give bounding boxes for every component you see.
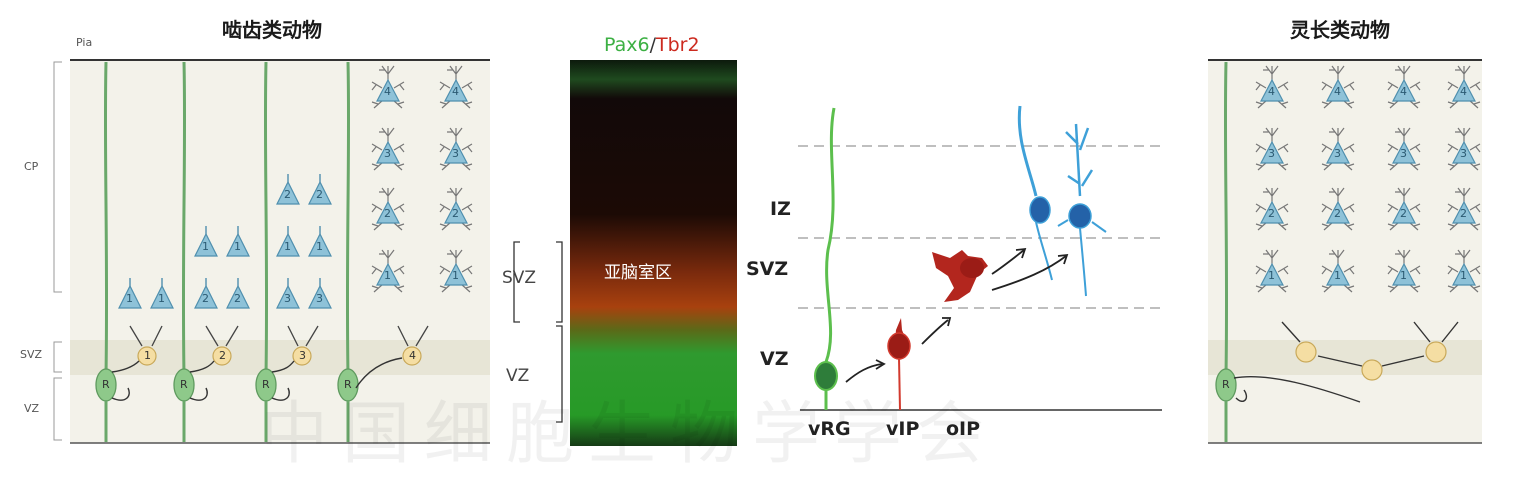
layer-number: 3 (1400, 147, 1407, 160)
layer-number: 3 (452, 147, 459, 160)
primate-panel (1208, 59, 1482, 444)
layer-number: 4 (452, 85, 459, 98)
stain-green-label: Pax6 (604, 34, 650, 56)
layer-number: 3 (1268, 147, 1275, 160)
neuron-birth-number: 2 (202, 292, 209, 305)
layer-number: 3 (1334, 147, 1341, 160)
rodent-title: 啮齿类动物 (222, 18, 322, 42)
layer-number: 2 (1334, 207, 1341, 220)
schematic-zone-svz: SVZ (746, 258, 789, 280)
layer-number: 1 (384, 269, 391, 282)
neuron-birth-number: 1 (284, 240, 291, 253)
layer-number: 2 (452, 207, 459, 220)
neuron-birth-number: 3 (284, 292, 291, 305)
cell-label-vrg: vRG (808, 418, 851, 440)
watermark: 中国细胞生物学学会 (260, 395, 999, 474)
stain-separator: / (649, 34, 656, 56)
layer-number: 2 (1400, 207, 1407, 220)
schematic-zone-vz: VZ (760, 348, 789, 370)
rodent-panel (53, 59, 490, 444)
ip-number: 2 (219, 349, 226, 362)
lineage-schematic (798, 105, 1165, 411)
layer-number: 1 (452, 269, 459, 282)
neuron-birth-number: 2 (284, 188, 291, 201)
layer-number: 3 (384, 147, 391, 160)
zone-label-svz: SVZ (20, 348, 43, 361)
layer-number: 4 (384, 85, 391, 98)
radial-glia-label: R (102, 378, 110, 391)
primate-title: 灵长类动物 (1290, 18, 1390, 42)
neuron-birth-number: 1 (158, 292, 165, 305)
layer-number: 1 (1460, 269, 1467, 282)
layer-number: 4 (1334, 85, 1341, 98)
micrograph-center-label: 亚脑室区 (604, 263, 672, 283)
layer-number: 4 (1400, 85, 1407, 98)
micrograph-zone-vz: VZ (506, 366, 530, 386)
neuron-birth-number: 1 (316, 240, 323, 253)
ip-number: 3 (299, 349, 306, 362)
layer-number: 1 (1400, 269, 1407, 282)
layer-number: 4 (1268, 85, 1275, 98)
ip-number: 4 (409, 349, 416, 362)
radial-glia-label: R (180, 378, 188, 391)
neuron-birth-number: 1 (202, 240, 209, 253)
layer-number: 4 (1460, 85, 1467, 98)
layer-number: 1 (1334, 269, 1341, 282)
layer-number: 2 (384, 207, 391, 220)
zone-label-cp: CP (24, 160, 39, 173)
neuron-birth-number: 2 (234, 292, 241, 305)
radial-glia-label: R (262, 378, 270, 391)
schematic-zone-iz: IZ (770, 198, 791, 220)
neuron-birth-number: 1 (126, 292, 133, 305)
cell-label-vip: vIP (886, 418, 920, 440)
radial-glia-label: R (344, 378, 352, 391)
zone-label-vz: VZ (24, 402, 40, 415)
ip-number: 1 (144, 349, 151, 362)
radial-glia-label: R (1222, 378, 1230, 391)
layer-number: 3 (1460, 147, 1467, 160)
micrograph-zone-svz: SVZ (502, 268, 537, 288)
micrograph-image (513, 60, 737, 446)
diagram-artwork (53, 59, 1482, 446)
layer-number: 2 (1268, 207, 1275, 220)
stain-red-label: Tbr2 (656, 34, 700, 56)
layer-number: 2 (1460, 207, 1467, 220)
neuron-birth-number: 2 (316, 188, 323, 201)
layer-number: 1 (1268, 269, 1275, 282)
cell-label-oip: oIP (946, 418, 981, 440)
neuron-birth-number: 1 (234, 240, 241, 253)
neuron-birth-number: 3 (316, 292, 323, 305)
stain-legend: Pax6/Tbr2 (604, 34, 700, 56)
pia-label: Pia (76, 36, 93, 49)
